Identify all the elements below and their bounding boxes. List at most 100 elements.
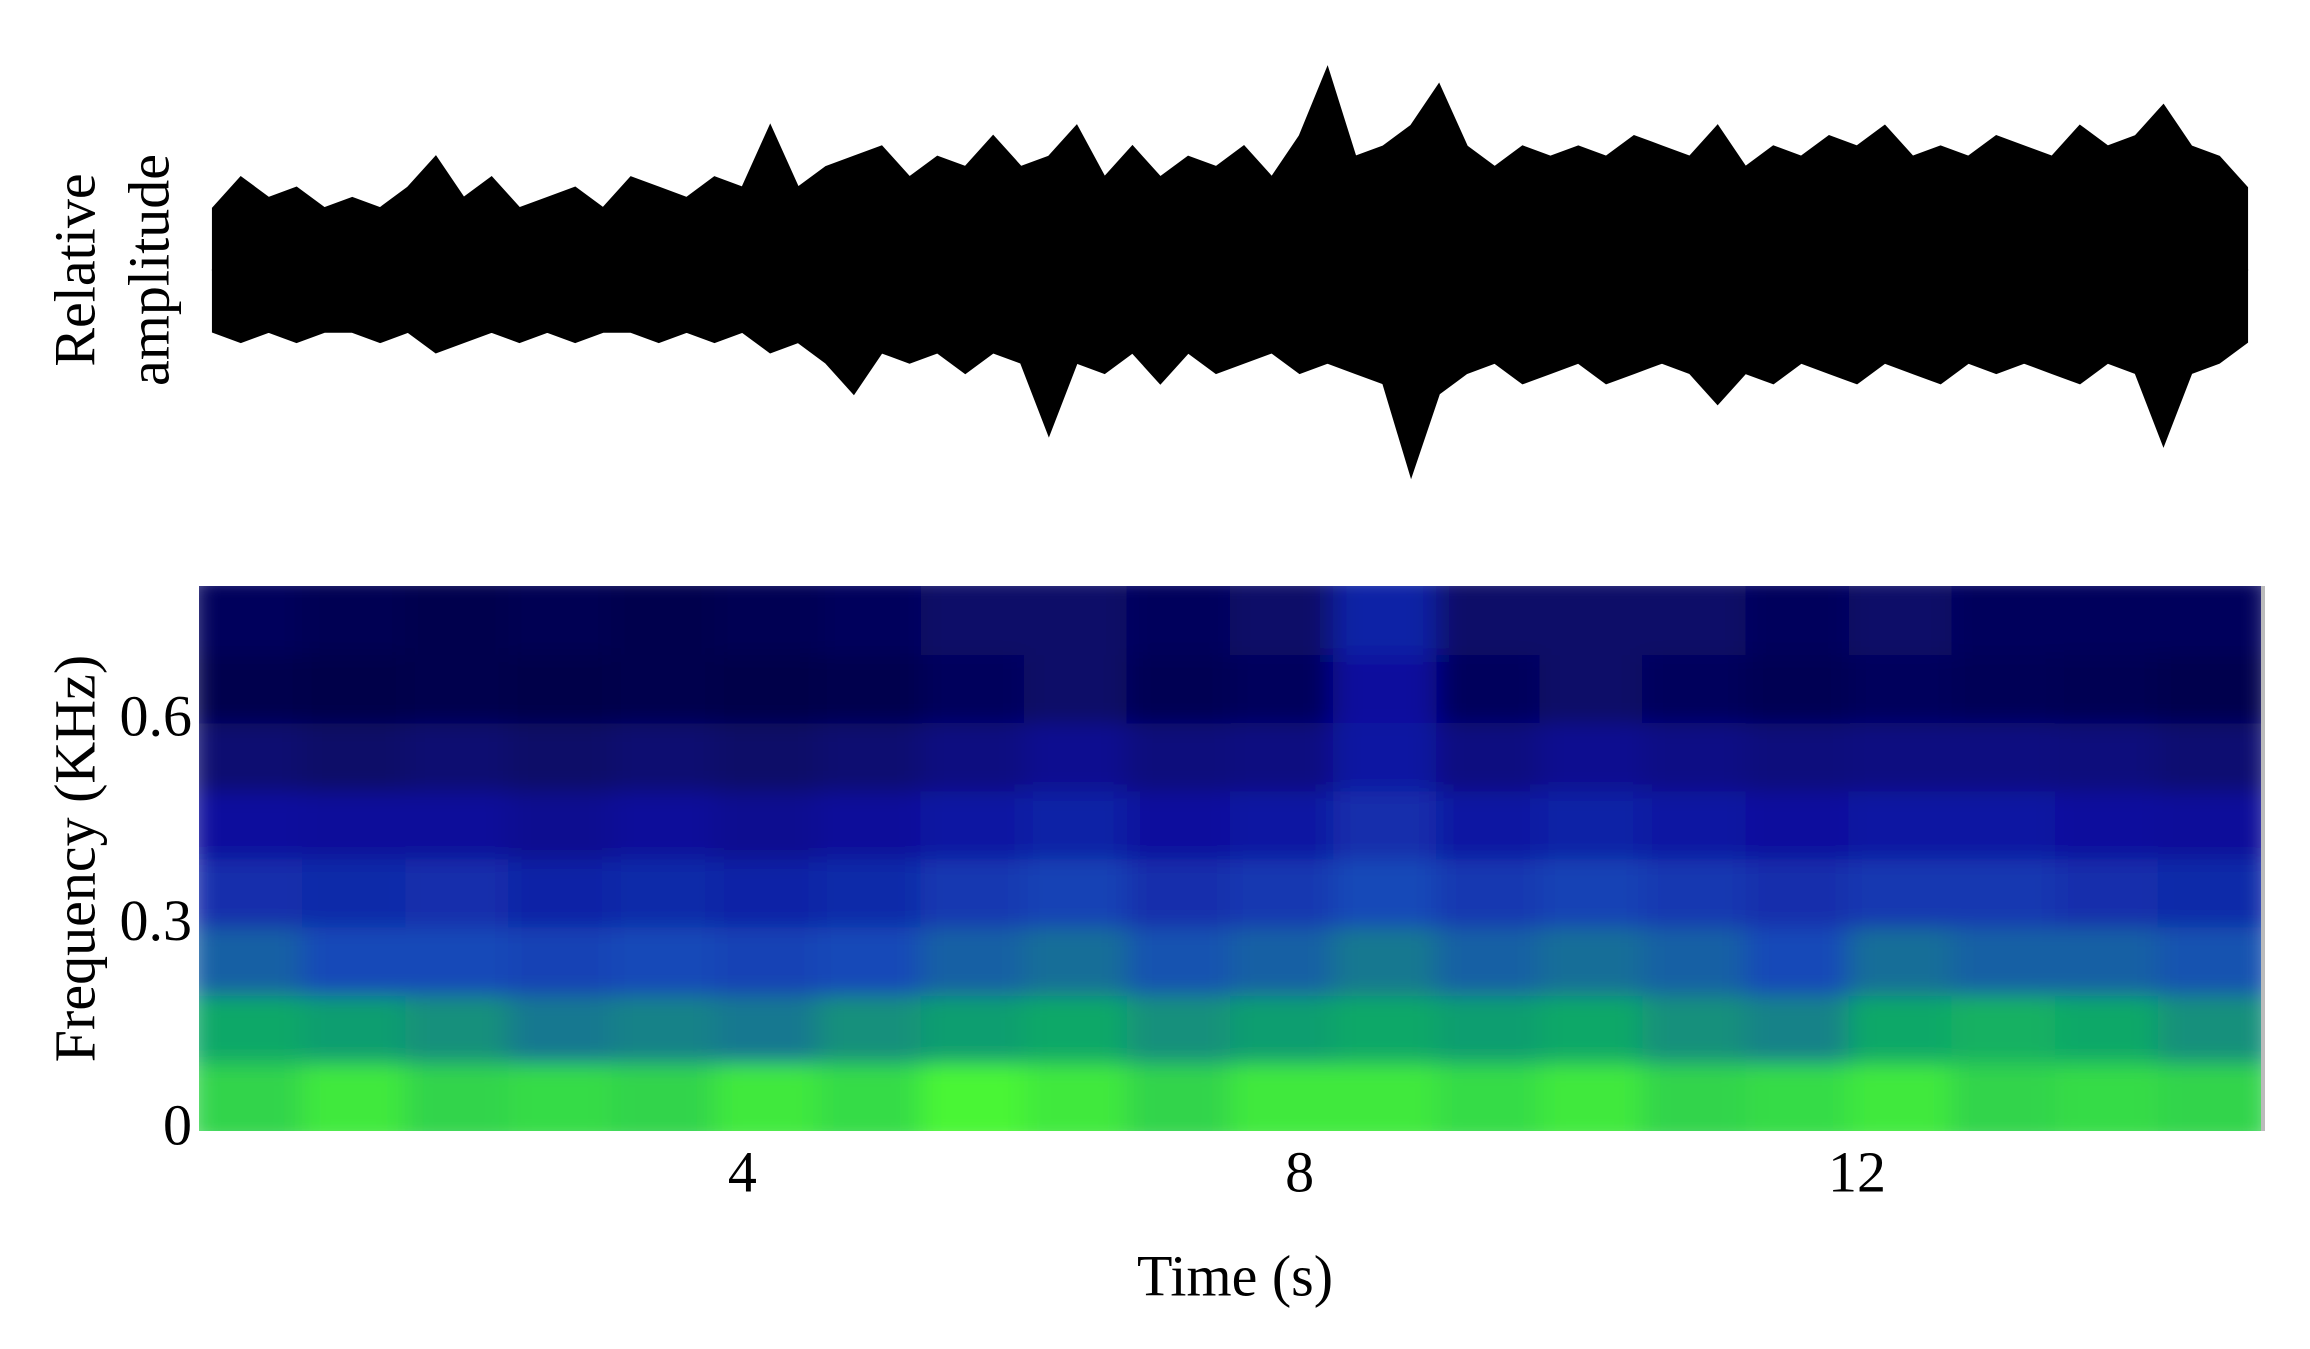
heatmap-cell: [1126, 790, 1231, 860]
heatmap-cell: [920, 790, 1025, 860]
heatmap-cell: [1126, 858, 1231, 928]
heatmap-cell: [302, 1062, 407, 1131]
heatmap-cell: [920, 722, 1025, 792]
heatmap-cell: [199, 722, 304, 792]
heatmap-cell: [199, 790, 304, 860]
heatmap-cell: [199, 858, 304, 928]
heatmap-cell: [302, 858, 407, 928]
heatmap-cell: [714, 926, 819, 996]
heatmap-cell: [1230, 790, 1335, 860]
heatmap-cell: [1126, 1062, 1231, 1131]
heatmap-cell: [1951, 1062, 2056, 1131]
heatmap-cell: [2054, 926, 2159, 996]
heatmap-cell: [1745, 1062, 1850, 1131]
heatmap-cell: [817, 586, 922, 656]
heatmap-cell: [405, 994, 510, 1064]
heatmap-cell: [1848, 858, 1953, 928]
heatmap-cell: [302, 586, 407, 656]
heatmap-cell: [1951, 722, 2056, 792]
heatmap-cell: [1642, 926, 1747, 996]
heatmap-cell: [508, 586, 613, 656]
heatmap-cell: [1951, 994, 2056, 1064]
heatmap-cell: [1745, 994, 1850, 1064]
heatmap-cell: [1023, 722, 1128, 792]
heatmap-cell: [2157, 926, 2261, 996]
heatmap-cell: [1745, 790, 1850, 860]
heatmap-cell: [302, 654, 407, 724]
heatmap-cell: [2157, 790, 2261, 860]
heatmap-cell: [199, 926, 304, 996]
waveform-upper: [211, 65, 2249, 271]
heatmap-cell: [1539, 858, 1644, 928]
heatmap-cell: [199, 586, 304, 656]
heatmap-cell: [2054, 654, 2159, 724]
heatmap-cell: [1539, 722, 1644, 792]
heatmap-cell: [817, 926, 922, 996]
heatmap-cell: [1951, 926, 2056, 996]
heatmap-cell: [1333, 790, 1438, 860]
heatmap-cell: [1230, 654, 1335, 724]
heatmap-cell: [1642, 586, 1747, 656]
heatmap-cell: [199, 994, 304, 1064]
heatmap-cell: [1642, 790, 1747, 860]
heatmap-cell: [302, 926, 407, 996]
spectrogram-panel: 4 8 12 0 0.3 0.6 Time (s) Frequency (KHz): [42, 586, 2265, 1308]
heatmap-cell: [611, 790, 716, 860]
heatmap-cell: [1023, 654, 1128, 724]
heatmap-cell: [1642, 654, 1747, 724]
heatmap-cell: [2157, 654, 2261, 724]
heatmap-cell: [508, 654, 613, 724]
heatmap-cell: [714, 1062, 819, 1131]
heatmap-cell: [302, 722, 407, 792]
heatmap-cell: [2157, 858, 2261, 928]
heatmap-cell: [405, 586, 510, 656]
heatmap-cell: [817, 722, 922, 792]
x-tick-label: 4: [728, 1139, 757, 1204]
heatmap-cell: [1333, 1062, 1438, 1131]
heatmap-cell: [405, 790, 510, 860]
heatmap-cell: [1436, 722, 1541, 792]
waveform-panel: Relative amplitude: [42, 65, 2249, 480]
heatmap-cell: [1333, 858, 1438, 928]
heatmap-cell: [1436, 858, 1541, 928]
heatmap-cell: [714, 722, 819, 792]
heatmap-cell: [1745, 722, 1850, 792]
heatmap-cells: [199, 586, 2261, 1131]
heatmap-cell: [2054, 858, 2159, 928]
heatmap-cell: [920, 994, 1025, 1064]
heatmap-cell: [1230, 994, 1335, 1064]
heatmap-cell: [714, 790, 819, 860]
heatmap-cell: [1848, 586, 1953, 656]
heatmap-cell: [1539, 586, 1644, 656]
heatmap-cell: [405, 654, 510, 724]
waveform-lower: [211, 269, 2249, 480]
heatmap-cell: [508, 722, 613, 792]
heatmap-cell: [920, 926, 1025, 996]
heatmap-cell: [1023, 790, 1128, 860]
heatmap-cell: [611, 586, 716, 656]
heatmap-cell: [1436, 654, 1541, 724]
heatmap-cell: [1023, 926, 1128, 996]
heatmap-cell: [1436, 1062, 1541, 1131]
heatmap-cell: [508, 994, 613, 1064]
heatmap-cell: [1642, 994, 1747, 1064]
heatmap-clip: [199, 586, 2261, 1131]
heatmap-cell: [405, 722, 510, 792]
heatmap-cell: [817, 654, 922, 724]
heatmap-cell: [1126, 654, 1231, 724]
heatmap-cell: [1230, 722, 1335, 792]
heatmap-cell: [817, 1062, 922, 1131]
heatmap-cell: [2157, 994, 2261, 1064]
heatmap-cell: [2054, 1062, 2159, 1131]
heatmap-cell: [1642, 858, 1747, 928]
heatmap-cell: [1642, 722, 1747, 792]
heatmap-cell: [508, 926, 613, 996]
heatmap-cell: [508, 790, 613, 860]
heatmap-cell: [1951, 790, 2056, 860]
heatmap-cell: [1848, 790, 1953, 860]
heatmap-cell: [2157, 1062, 2261, 1131]
y-tick-label: 0: [163, 1092, 192, 1157]
heatmap-cell: [1951, 654, 2056, 724]
heatmap-cell: [1023, 1062, 1128, 1131]
heatmap-cell: [2054, 586, 2159, 656]
